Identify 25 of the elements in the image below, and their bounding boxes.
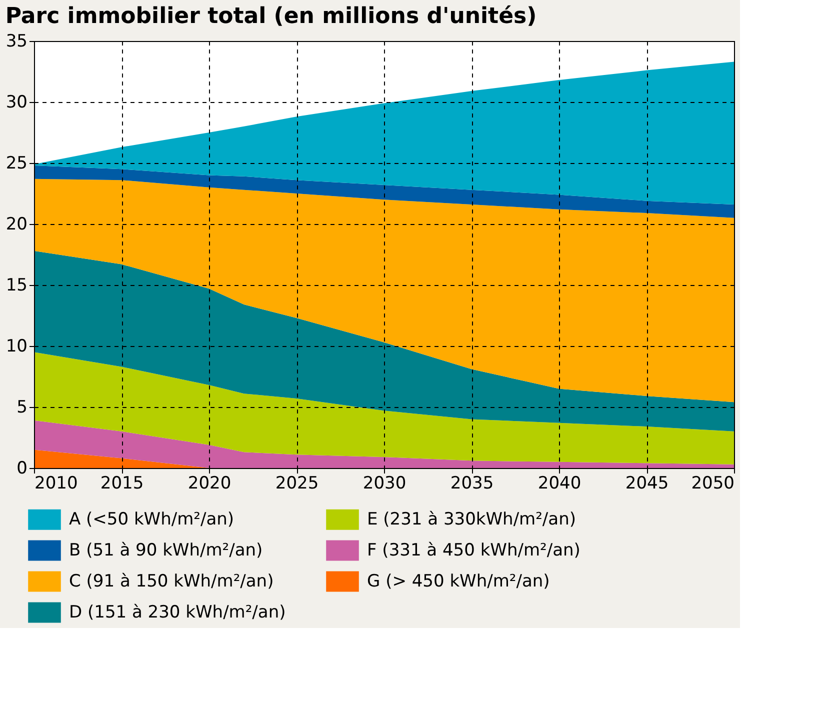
y-tick-label: 5	[16, 398, 28, 418]
legend-label: C (91 à 150 kWh/m²/an)	[69, 572, 274, 592]
legend-label: B (51 à 90 kWh/m²/an)	[69, 540, 263, 560]
y-tick-label: 25	[6, 154, 28, 174]
x-tick-label: 2035	[450, 474, 494, 494]
x-tick-label: 2020	[188, 474, 232, 494]
x-tick-label: 2015	[100, 474, 144, 494]
legend-label: G (> 450 kWh/m²/an)	[367, 572, 550, 592]
legend-label: E (231 à 330kWh/m²/an)	[367, 510, 576, 530]
y-tick-label: 0	[16, 458, 28, 478]
x-tick-label: 2040	[538, 474, 582, 494]
y-tick-label: 10	[6, 336, 28, 356]
x-tick-label: 2030	[362, 474, 406, 494]
x-tick-label: 2010	[34, 474, 78, 494]
y-tick-label: 15	[6, 276, 28, 296]
legend-label: A (<50 kWh/m²/an)	[69, 510, 234, 530]
y-tick-label: 20	[6, 214, 28, 234]
y-tick-label: 30	[6, 92, 28, 112]
x-tick-label: 2045	[625, 474, 669, 494]
x-tick-label: 2050	[691, 474, 734, 494]
legend-label: D (151 à 230 kWh/m²/an)	[69, 602, 286, 622]
legend-label: F (331 à 450 kWh/m²/an)	[367, 540, 580, 560]
y-tick-label: 35	[6, 32, 28, 52]
chart-title: Parc immobilier total (en millions d'unités)	[5, 4, 537, 29]
x-tick-label: 2025	[275, 474, 319, 494]
